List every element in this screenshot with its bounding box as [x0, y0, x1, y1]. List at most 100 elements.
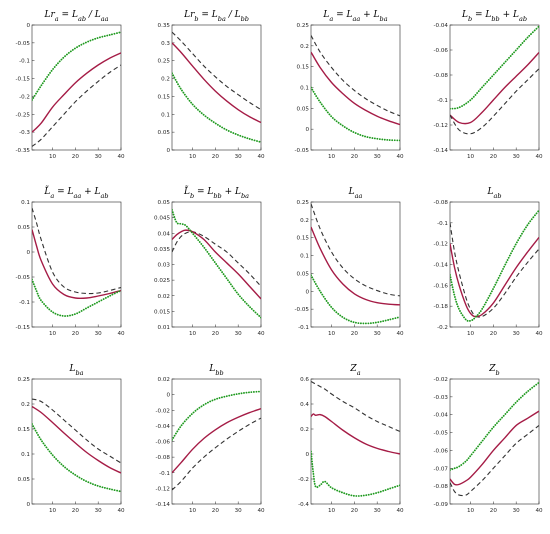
y-tick-label: -0.05 [434, 431, 449, 437]
axes-box [171, 378, 262, 505]
y-tick-label: -0.05 [295, 148, 310, 154]
series-line-dashed [311, 35, 400, 117]
y-tick-label: -0.09 [434, 502, 449, 508]
x-tick-label: 30 [374, 508, 382, 514]
series-line-dashed [172, 31, 261, 111]
y-tick-label: 0.1 [161, 112, 170, 118]
y-tick-label: 0.6 [300, 377, 309, 383]
y-tick-label: 0.3 [161, 41, 170, 47]
series-line-solid [450, 236, 539, 318]
series-line-dotted [311, 450, 400, 497]
y-tick-label: -0.12 [156, 486, 170, 492]
axes-box [31, 378, 122, 505]
x-tick-label: 30 [235, 154, 243, 160]
x-tick-label: 30 [95, 154, 103, 160]
x-tick-label: 20 [351, 331, 359, 337]
series-line-solid [172, 42, 261, 124]
panel-p7: Laa -0.1 -0.05 0 0.05 0.1 0.15 0.2 0.25 10 20 30 40 [295, 187, 404, 337]
series-line-solid [450, 410, 539, 486]
x-tick-label: 20 [212, 508, 220, 514]
y-tick-label: 0 [305, 452, 309, 458]
y-tick-label: -0.35 [16, 148, 31, 154]
y-tick-label: -0.04 [434, 23, 449, 29]
series-line-dotted [450, 209, 539, 322]
x-tick-label: 30 [235, 331, 243, 337]
x-tick-label: 30 [374, 154, 382, 160]
x-tick-label: 20 [72, 154, 80, 160]
y-tick-label: 0 [26, 23, 30, 29]
y-tick-label: -0.1 [298, 325, 309, 331]
axes-box [171, 24, 262, 151]
y-tick-label: -0.1 [437, 221, 448, 227]
x-tick-label: 10 [467, 154, 475, 160]
x-tick-label: 30 [95, 331, 103, 337]
x-tick-label: 40 [535, 154, 543, 160]
y-tick-label: -0.06 [434, 448, 449, 454]
series-line-solid [172, 229, 261, 300]
panel-title: La = Laa + Lba [322, 10, 387, 23]
x-tick-label: 30 [95, 508, 103, 514]
series-line-solid [32, 405, 121, 474]
x-tick-label: 40 [117, 154, 125, 160]
y-tick-label: -0.14 [434, 263, 449, 269]
x-tick-label: 20 [490, 508, 498, 514]
y-tick-label: -0.15 [16, 325, 31, 331]
series-line-solid [311, 226, 400, 306]
y-tick-label: -0.2 [298, 477, 309, 483]
panel-title: Lb = Lbb + Lab [461, 10, 527, 23]
y-tick-label: -0.05 [295, 307, 310, 313]
y-tick-label: 0.02 [158, 377, 170, 383]
y-tick-label: 0.15 [158, 94, 171, 100]
panel-p5: L̃a = Laa + Lab -0.15 -0.1 -0.05 0 0.05 0.1 10 2… [16, 185, 125, 337]
series-line-dashed [311, 203, 400, 297]
y-tick-label: -0.1 [437, 98, 448, 104]
panel-p8: Lab -0.2 -0.18 -0.16 -0.14 -0.12 -0.1 -0.08 10 20… [434, 187, 543, 337]
y-tick-label: 0.04 [158, 231, 171, 237]
series-line-dotted [172, 390, 261, 441]
series-line-dashed [32, 64, 121, 147]
y-tick-label: 0.05 [18, 225, 31, 231]
x-tick-label: 30 [235, 508, 243, 514]
panel-title: L̃b = Lbb + Lba [183, 185, 249, 200]
series-line-dotted [32, 423, 121, 493]
axes-box [449, 24, 540, 151]
y-tick-label: 0 [166, 393, 170, 399]
y-tick-label: -0.2 [437, 325, 448, 331]
x-tick-label: 30 [513, 331, 521, 337]
x-tick-label: 40 [257, 331, 265, 337]
panel-p2: Lrb = Lba / Lbb 0 0.05 0.1 0.15 0.2 0.25 0.3 0.3… [158, 10, 265, 160]
y-tick-label: -0.03 [434, 395, 449, 401]
x-tick-label: 10 [467, 331, 475, 337]
y-tick-label: -0.3 [19, 130, 30, 136]
y-tick-label: 0.25 [297, 200, 310, 206]
y-tick-label: 0.2 [21, 402, 30, 408]
x-tick-label: 10 [49, 154, 57, 160]
y-tick-label: -0.12 [434, 242, 448, 248]
y-tick-label: 0.2 [300, 44, 309, 50]
y-tick-label: -0.08 [434, 73, 449, 79]
x-tick-label: 10 [189, 154, 197, 160]
y-tick-label: 0.1 [21, 200, 30, 206]
y-tick-label: -0.06 [156, 440, 171, 446]
axes-box [31, 201, 122, 328]
panel-title: Lrb = Lba / Lbb [183, 10, 249, 23]
y-tick-label: -0.08 [434, 200, 449, 206]
y-tick-label: -0.4 [298, 502, 309, 508]
x-tick-label: 40 [257, 508, 265, 514]
x-tick-label: 20 [351, 508, 359, 514]
y-tick-label: 0.1 [21, 452, 30, 458]
x-tick-label: 40 [257, 154, 265, 160]
x-tick-label: 20 [490, 331, 498, 337]
y-tick-label: 0.05 [158, 200, 171, 206]
x-tick-label: 30 [374, 331, 382, 337]
y-tick-label: 0.15 [297, 236, 310, 242]
y-tick-label: -0.18 [434, 304, 449, 310]
y-tick-label: -0.04 [156, 424, 171, 430]
panel-p11: Za -0.4 -0.2 0 0.2 0.4 0.6 10 20 30 40 [298, 364, 404, 514]
y-tick-label: -0.08 [156, 455, 171, 461]
x-tick-label: 20 [72, 331, 80, 337]
y-tick-label: 0.2 [300, 427, 309, 433]
x-tick-label: 30 [513, 154, 521, 160]
series-line-dotted [450, 381, 539, 471]
series-line-dashed [172, 231, 261, 287]
